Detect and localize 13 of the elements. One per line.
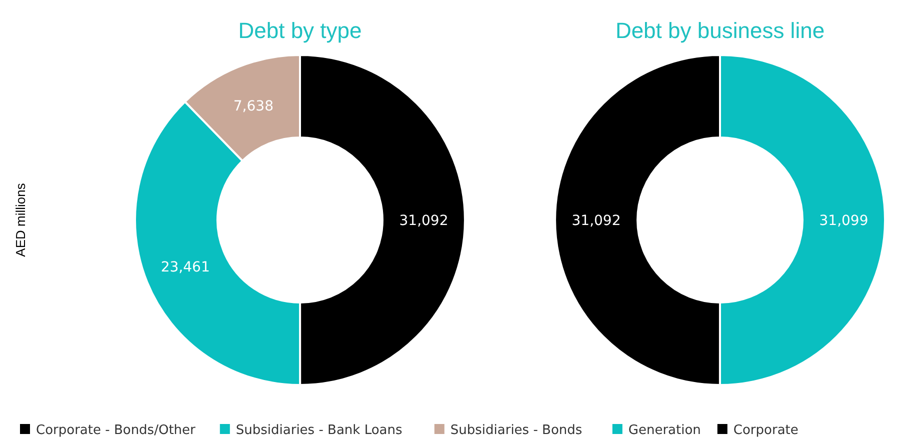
legend-label: Corporate - Bonds/Other — [36, 423, 196, 438]
legend-label: Subsidiaries - Bank Loans — [236, 423, 402, 438]
chart-title: Debt by type — [238, 18, 362, 43]
legend-label: Subsidiaries - Bonds — [450, 423, 582, 438]
text: AED millions — [13, 182, 28, 257]
data-label: 31,099 — [819, 212, 868, 229]
data-label: 23,461 — [160, 259, 210, 276]
data-label: 31,092 — [572, 212, 621, 229]
chart-title: Debt by business line — [615, 18, 825, 43]
data-label: 31,092 — [399, 212, 448, 229]
legend-label: Corporate — [733, 423, 798, 438]
data-label: 7,638 — [233, 98, 274, 114]
legend-label: Generation — [628, 423, 701, 438]
